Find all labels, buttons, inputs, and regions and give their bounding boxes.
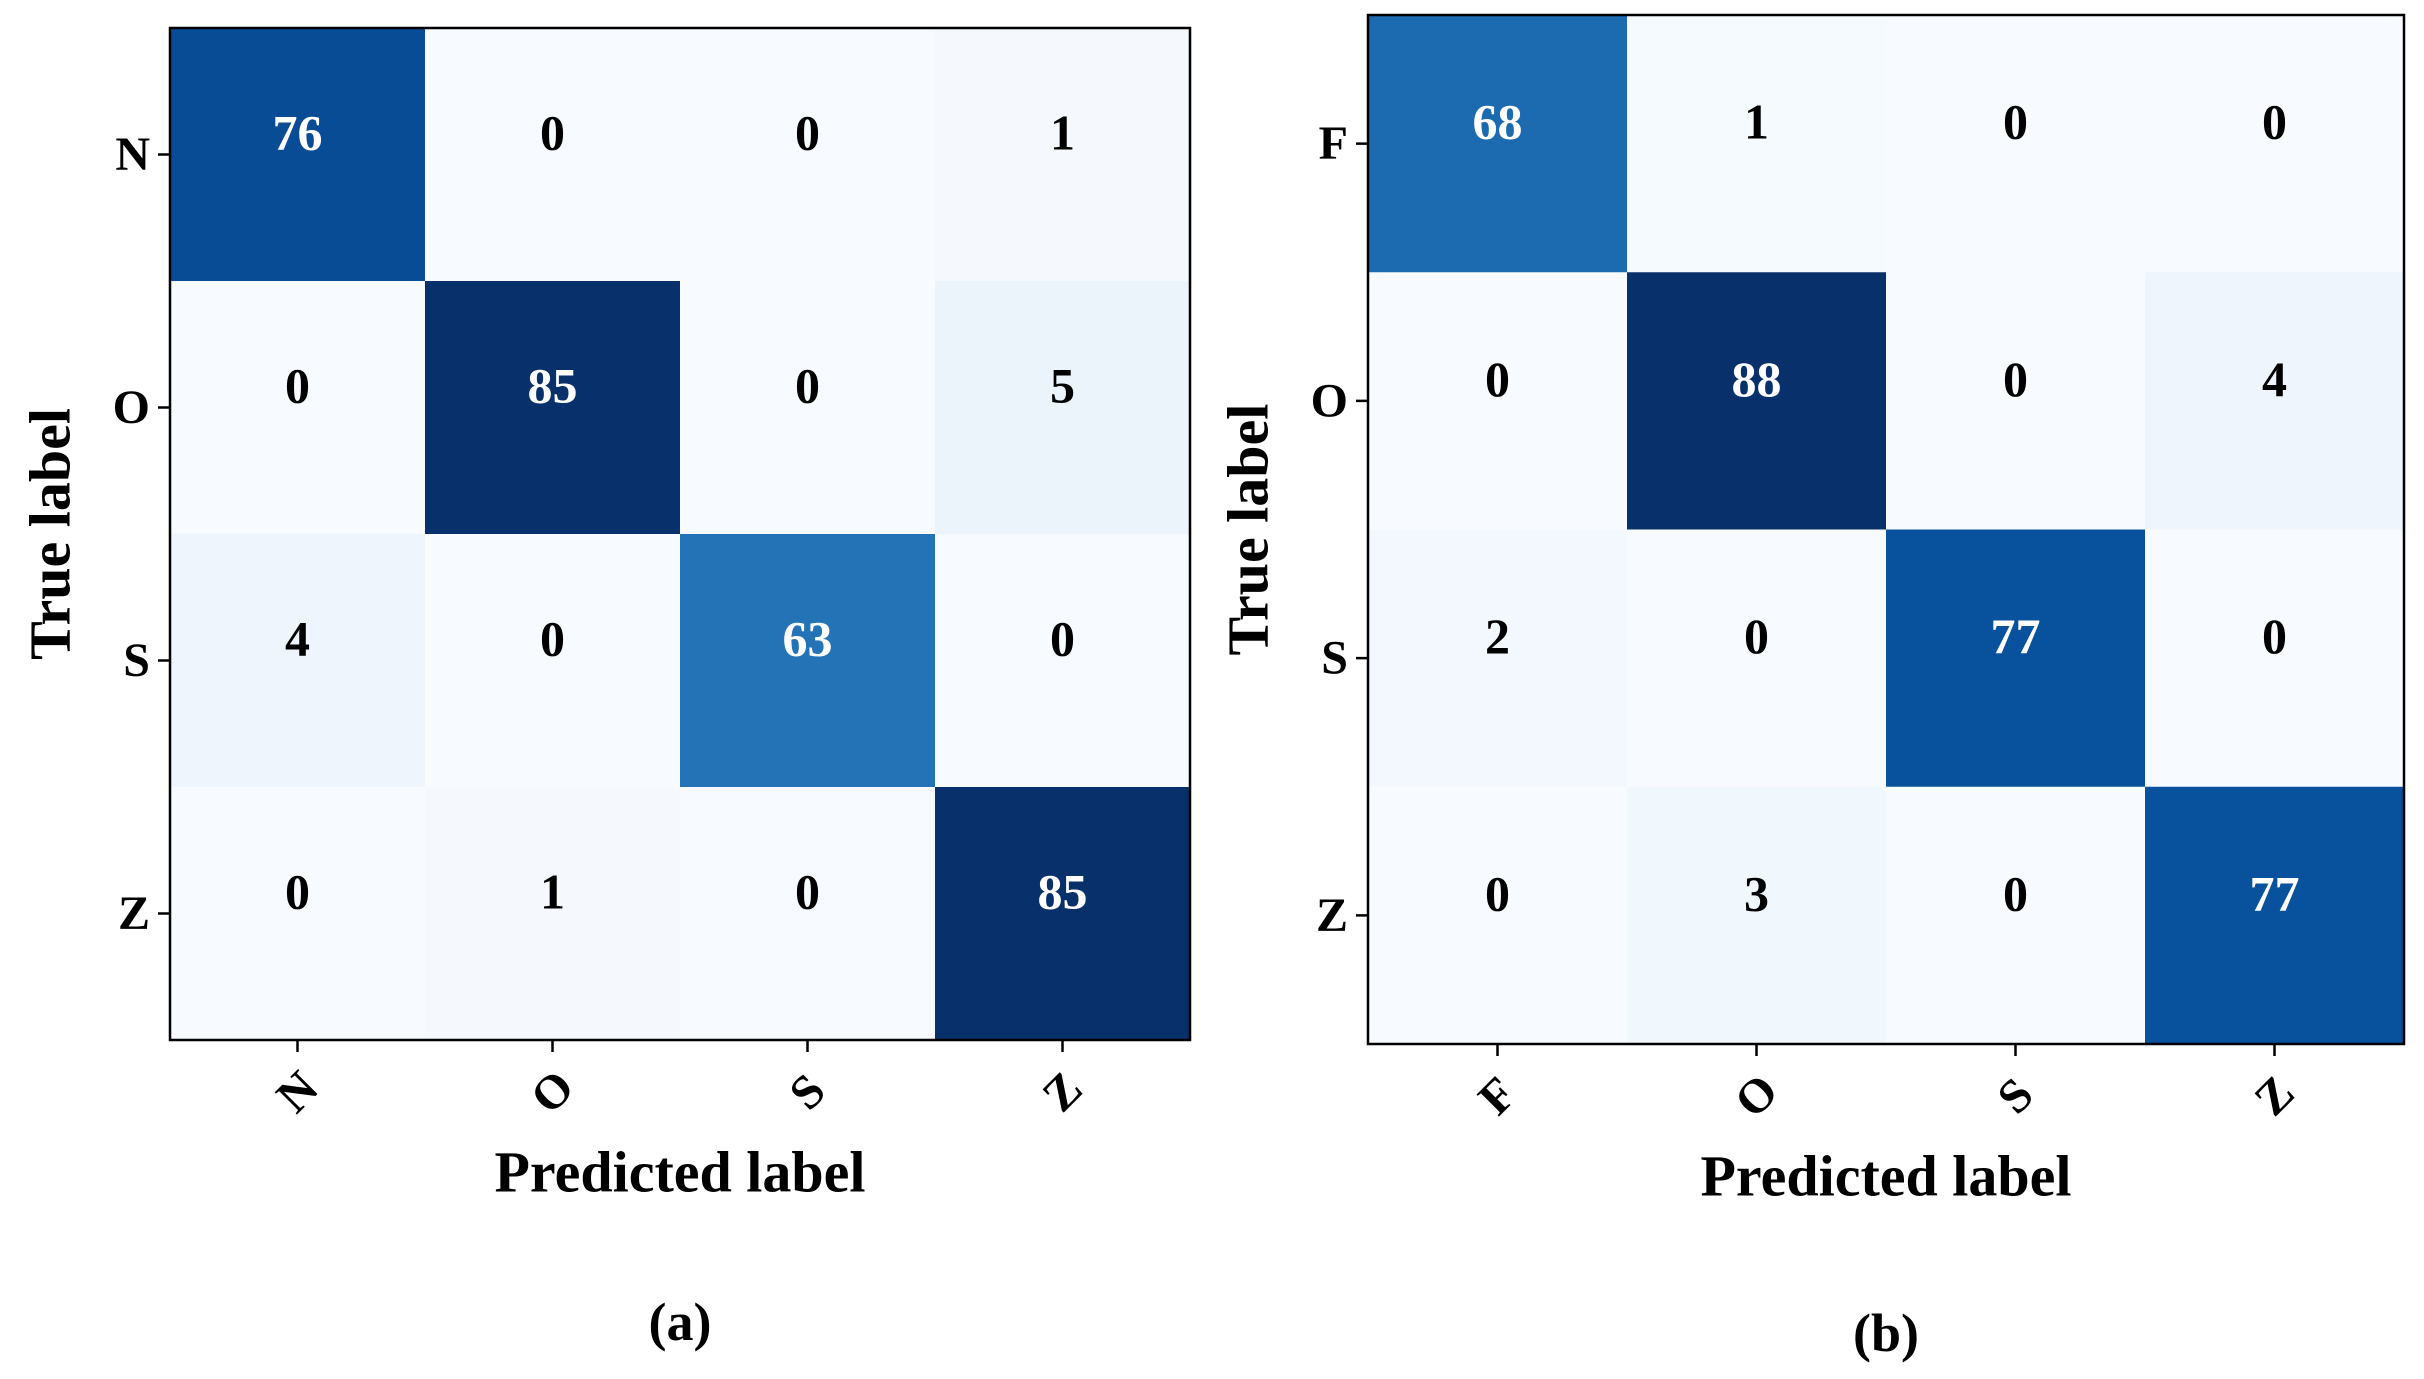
y-tick-label: O xyxy=(1311,374,1348,427)
heatmap-cell xyxy=(2145,15,2405,273)
heatmap-cell xyxy=(2145,272,2405,530)
y-tick-label: Z xyxy=(1316,889,1348,942)
heatmap-cell xyxy=(1368,272,1628,530)
heatmap-cell xyxy=(680,787,936,1041)
cell-label: 63 xyxy=(783,611,833,667)
heatmap-cell xyxy=(1886,15,2146,273)
cell-label: 1 xyxy=(1050,105,1075,161)
cell-label: 0 xyxy=(2003,865,2028,921)
y-tick-label: O xyxy=(113,381,150,434)
cell-label: 0 xyxy=(1485,351,1510,407)
heatmap-cell xyxy=(935,534,1191,788)
heatmap-cell xyxy=(170,281,426,535)
cell-label: 3 xyxy=(1744,865,1769,921)
y-tick-label: F xyxy=(1319,117,1348,170)
cell-label: 5 xyxy=(1050,358,1075,414)
cell-label: 68 xyxy=(1473,94,1523,150)
heatmap-cell xyxy=(1627,529,1887,788)
cell-label: 0 xyxy=(2003,94,2028,150)
heatmap-cell xyxy=(425,534,681,788)
heatmap-cell xyxy=(1368,15,1628,273)
heatmap-cell xyxy=(680,534,936,788)
heatmap-cell xyxy=(935,28,1191,282)
caption: (a) xyxy=(649,1292,712,1352)
x-axis-label: Predicted label xyxy=(1700,1144,2071,1209)
x-tick-label: N xyxy=(267,1061,329,1123)
cell-label: 0 xyxy=(795,105,820,161)
plot-frame xyxy=(1366,13,2406,1046)
cell-label: 0 xyxy=(540,611,565,667)
cell-label: 1 xyxy=(540,864,565,920)
heatmap-cell xyxy=(1627,786,1887,1045)
heatmap-cell xyxy=(680,28,936,282)
cell-label: 0 xyxy=(795,358,820,414)
heatmap-cell xyxy=(1368,786,1628,1045)
cell-label: 77 xyxy=(1991,608,2041,664)
x-tick-label: S xyxy=(1987,1068,2043,1124)
cell-label: 2 xyxy=(1485,608,1510,664)
x-tick-label: Z xyxy=(2244,1066,2304,1126)
x-tick-label: Z xyxy=(1032,1062,1092,1122)
cell-label: 1 xyxy=(1744,94,1769,150)
cell-label: 4 xyxy=(2262,351,2287,407)
heatmap-cell xyxy=(935,787,1191,1041)
cell-label: 0 xyxy=(1485,865,1510,921)
heatmap-cell xyxy=(2145,529,2405,788)
heatmap-cell xyxy=(425,28,681,282)
cell-label: 0 xyxy=(1050,611,1075,667)
heatmap-cell xyxy=(170,534,426,788)
cell-label: 76 xyxy=(273,105,323,161)
heatmap-cell xyxy=(170,787,426,1041)
heatmap-cell xyxy=(1886,786,2146,1045)
y-axis-label: True label xyxy=(1216,404,1281,656)
cell-label: 0 xyxy=(2003,351,2028,407)
heatmap-cell xyxy=(1627,15,1887,273)
heatmap-cell xyxy=(2145,786,2405,1045)
x-tick-label: O xyxy=(1725,1064,1789,1128)
cell-label: 0 xyxy=(795,864,820,920)
cell-label: 0 xyxy=(285,864,310,920)
heatmap-cell xyxy=(935,281,1191,535)
caption: (b) xyxy=(1853,1303,1919,1363)
y-axis-label: True label xyxy=(18,408,83,660)
heatmap-cell xyxy=(1627,272,1887,530)
x-tick-label: F xyxy=(1468,1067,1526,1125)
cell-label: 85 xyxy=(1038,864,1088,920)
x-axis-label: Predicted label xyxy=(494,1140,865,1205)
cell-label: 77 xyxy=(2250,865,2300,921)
plot-frame xyxy=(168,26,1192,1042)
cell-label: 0 xyxy=(1744,608,1769,664)
heatmap-cell xyxy=(1368,529,1628,788)
cell-label: 88 xyxy=(1732,351,1782,407)
cell-label: 0 xyxy=(2262,608,2287,664)
heatmap-cell xyxy=(170,28,426,282)
heatmap-cell xyxy=(1886,272,2146,530)
heatmap-cell xyxy=(425,787,681,1041)
y-tick-label: Z xyxy=(118,887,150,940)
y-tick-label: N xyxy=(115,128,150,181)
x-tick-label: S xyxy=(779,1064,835,1120)
cell-label: 0 xyxy=(285,358,310,414)
cell-label: 85 xyxy=(528,358,578,414)
cell-label: 0 xyxy=(540,105,565,161)
cell-label: 4 xyxy=(285,611,310,667)
y-tick-label: S xyxy=(1321,632,1348,685)
heatmap-cell xyxy=(680,281,936,535)
y-tick-label: S xyxy=(123,634,150,687)
cell-label: 0 xyxy=(2262,94,2287,150)
heatmap-cell xyxy=(425,281,681,535)
x-tick-label: O xyxy=(521,1060,585,1124)
heatmap-cell xyxy=(1886,529,2146,788)
